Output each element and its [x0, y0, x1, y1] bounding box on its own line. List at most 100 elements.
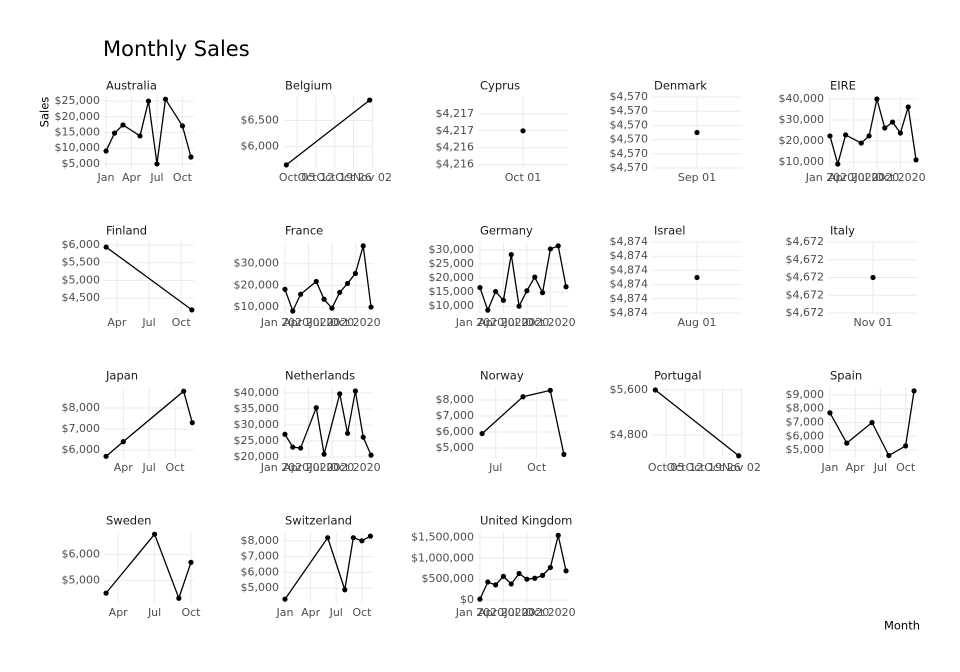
x-tick-label: Jan — [820, 461, 838, 474]
x-axis-title: Month — [884, 619, 920, 633]
y-tick-label: $0 — [460, 593, 474, 606]
y-tick-label: $20,000 — [234, 278, 280, 291]
point — [120, 122, 126, 128]
point — [561, 451, 567, 457]
point — [359, 538, 365, 544]
point — [329, 305, 335, 311]
y-tick-label: $7,000 — [786, 416, 825, 429]
x-tick-label: Jan 2020 — [260, 461, 309, 474]
y-tick-label: $4,874 — [610, 306, 649, 319]
y-tick-label: $8,000 — [786, 402, 825, 415]
facet-title: Spain — [830, 369, 862, 383]
point — [889, 119, 896, 125]
x-tick-label: Apr — [846, 461, 866, 474]
point — [913, 157, 919, 163]
point — [344, 430, 351, 436]
y-tick-label: $4,874 — [610, 263, 649, 276]
point — [532, 575, 538, 581]
y-tick-label: $6,000 — [786, 429, 825, 442]
point — [903, 443, 909, 449]
point — [524, 288, 530, 294]
point — [103, 244, 109, 250]
line — [479, 535, 567, 600]
y-tick-label: $30,000 — [234, 418, 280, 431]
x-tick-label: Oct 05 — [648, 461, 685, 474]
y-tick-label: $4,570 — [610, 118, 649, 131]
line — [284, 390, 372, 456]
x-tick-label: Sep 01 — [678, 171, 716, 184]
x-tick-label: Nov 01 — [854, 316, 893, 329]
point — [516, 570, 522, 577]
y-tick-label: $4,874 — [610, 249, 649, 262]
y-tick-label: $30,000 — [234, 257, 280, 270]
point — [162, 96, 169, 102]
x-tick-label: Jan — [97, 171, 115, 184]
point — [283, 162, 289, 168]
facet-title: Israel — [654, 224, 685, 238]
point — [368, 304, 374, 310]
y-tick-label: $4,874 — [610, 235, 649, 248]
y-tick-label: $40,000 — [234, 386, 280, 399]
point — [154, 161, 160, 167]
y-tick-label: $6,000 — [62, 548, 101, 561]
y-tick-label: $4,500 — [62, 291, 101, 304]
y-tick-label: $4,800 — [610, 428, 649, 441]
point — [103, 453, 109, 459]
y-tick-label: $6,000 — [241, 140, 280, 153]
y-tick-label: $20,000 — [55, 110, 101, 123]
y-tick-label: $8,000 — [241, 534, 280, 547]
point — [485, 307, 491, 313]
y-tick-label: $4,672 — [786, 235, 825, 248]
point — [866, 133, 872, 139]
line — [481, 389, 565, 455]
x-tick-label: Oct — [896, 461, 916, 474]
y-tick-label: $4,570 — [610, 90, 649, 103]
y-tick-label: $5,000 — [62, 273, 101, 286]
x-tick-label: Oct 26 — [335, 171, 372, 184]
point — [188, 559, 194, 565]
point — [321, 296, 327, 302]
point — [313, 405, 319, 411]
point — [367, 97, 373, 103]
facet-title: Japan — [105, 369, 138, 383]
x-tick-label: Apr 2020 — [283, 461, 334, 474]
x-tick-label: Jul 2020 — [309, 461, 355, 474]
point — [298, 291, 304, 297]
point — [352, 388, 358, 394]
point — [120, 439, 126, 445]
y-tick-label: $10,000 — [779, 155, 825, 168]
x-tick-label: Jul — [141, 316, 155, 329]
y-tick-label: $4,570 — [610, 147, 649, 160]
point — [137, 133, 143, 139]
x-tick-label: Jul — [488, 461, 502, 474]
line — [105, 246, 193, 311]
x-tick-label: Apr — [109, 606, 129, 619]
point — [337, 391, 343, 397]
y-tick-label: $4,874 — [610, 292, 649, 305]
point — [350, 535, 356, 541]
x-tick-label: Jan 2020 — [260, 316, 309, 329]
y-tick-label: $4,672 — [786, 306, 825, 319]
x-tick-label: Oct 2020 — [875, 171, 926, 184]
point — [188, 154, 194, 160]
point — [500, 297, 507, 303]
x-tick-label: Jul — [329, 606, 343, 619]
point — [905, 104, 911, 110]
line — [105, 390, 193, 457]
x-tick-label: Oct — [173, 171, 193, 184]
point — [886, 452, 892, 459]
point — [843, 132, 849, 138]
x-tick-label: Oct — [172, 316, 192, 329]
x-tick-label: Jul 2020 — [504, 316, 550, 329]
point — [151, 531, 158, 537]
point — [290, 444, 296, 450]
line — [284, 535, 371, 600]
point — [652, 387, 658, 393]
facet-title: Cyprus — [480, 79, 520, 93]
y-tick-label: $6,000 — [62, 443, 101, 456]
y-tick-label: $5,500 — [62, 256, 101, 269]
point — [547, 246, 553, 252]
x-tick-label: Oct 19 — [685, 461, 722, 474]
x-tick-label: Apr — [122, 171, 142, 184]
y-tick-label: $5,000 — [62, 573, 101, 586]
